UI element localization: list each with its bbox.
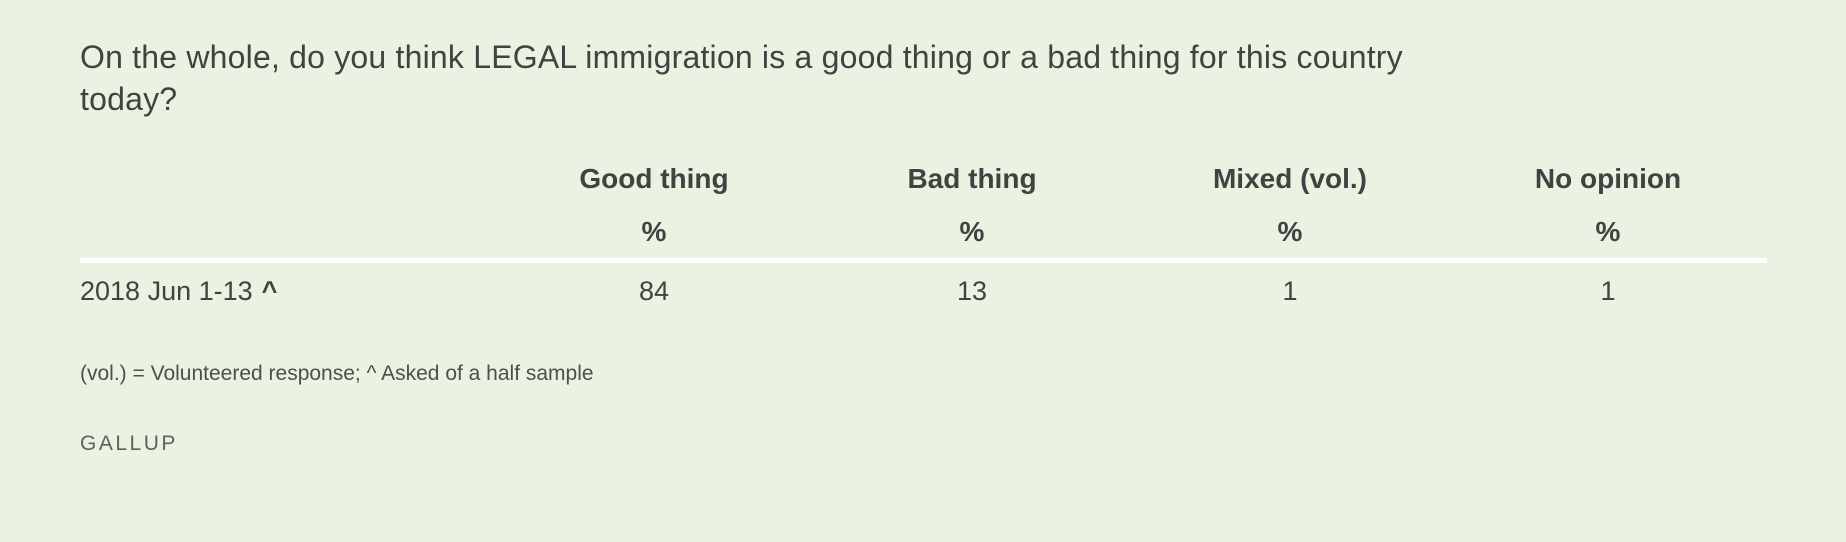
column-header-mixed: Mixed (vol.) [1212,163,1367,194]
column-header-spacer [80,152,495,206]
column-header-row: Good thing Bad thing Mixed (vol.) No opi… [80,152,1767,206]
column-header-no-opinion: No opinion [1534,163,1682,194]
column-header-good-thing: Good thing [579,163,729,194]
table-row: 2018 Jun 1-13 ^ 84 13 1 1 [80,260,1767,320]
gallup-logo: GALLUP [80,432,178,455]
unit-cell-mixed: % [1131,206,1449,263]
value-cell-bad-thing: 13 [956,275,988,306]
half-sample-marker: ^ [261,275,278,306]
column-header-bad-thing: Bad thing [907,163,1037,194]
row-date-label: 2018 Jun 1-13 [80,275,253,306]
row-label-cell: 2018 Jun 1-13 ^ [80,260,495,320]
value-cell-mixed: 1 [1282,275,1298,306]
value-cell-no-opinion: 1 [1600,275,1616,306]
results-table: Good thing Bad thing Mixed (vol.) No opi… [80,152,1767,320]
unit-cell-good-thing: % [495,206,813,263]
unit-cell-no-opinion: % [1449,206,1767,263]
unit-spacer [80,206,495,263]
value-cell-good-thing: 84 [638,275,670,306]
question-title: On the whole, do you think LEGAL immigra… [80,39,1403,117]
footnote: (vol.) = Volunteered response; ^ Asked o… [80,362,594,385]
unit-row: % % % % [80,206,1767,263]
unit-cell-bad-thing: % [813,206,1131,263]
